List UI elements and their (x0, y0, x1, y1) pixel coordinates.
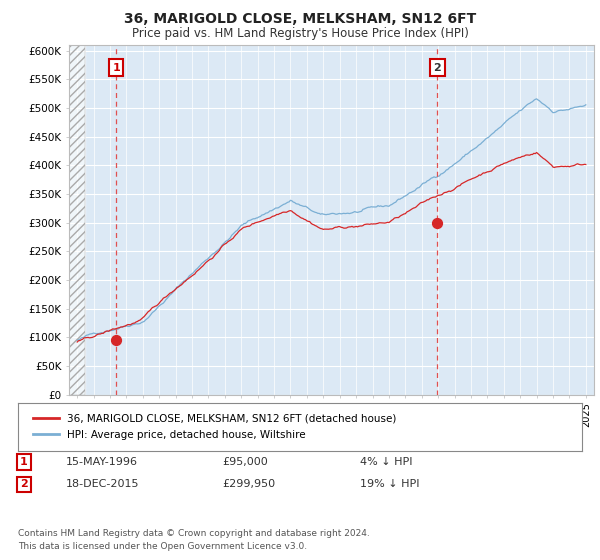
Text: £95,000: £95,000 (222, 457, 268, 467)
Text: 1: 1 (112, 63, 120, 73)
Text: 36, MARIGOLD CLOSE, MELKSHAM, SN12 6FT: 36, MARIGOLD CLOSE, MELKSHAM, SN12 6FT (124, 12, 476, 26)
Text: 2: 2 (20, 479, 28, 489)
Text: 1: 1 (20, 457, 28, 467)
Text: 15-MAY-1996: 15-MAY-1996 (66, 457, 138, 467)
Legend: 36, MARIGOLD CLOSE, MELKSHAM, SN12 6FT (detached house), HPI: Average price, det: 36, MARIGOLD CLOSE, MELKSHAM, SN12 6FT (… (29, 409, 401, 445)
Text: Contains HM Land Registry data © Crown copyright and database right 2024.
This d: Contains HM Land Registry data © Crown c… (18, 529, 370, 550)
Point (433, 218, 442, 227)
Text: 19% ↓ HPI: 19% ↓ HPI (360, 479, 419, 489)
Text: 18-DEC-2015: 18-DEC-2015 (66, 479, 139, 489)
Point (111, 336, 121, 345)
Text: Price paid vs. HM Land Registry's House Price Index (HPI): Price paid vs. HM Land Registry's House … (131, 27, 469, 40)
Text: £299,950: £299,950 (222, 479, 275, 489)
Text: 4% ↓ HPI: 4% ↓ HPI (360, 457, 413, 467)
Text: 2: 2 (434, 63, 442, 73)
